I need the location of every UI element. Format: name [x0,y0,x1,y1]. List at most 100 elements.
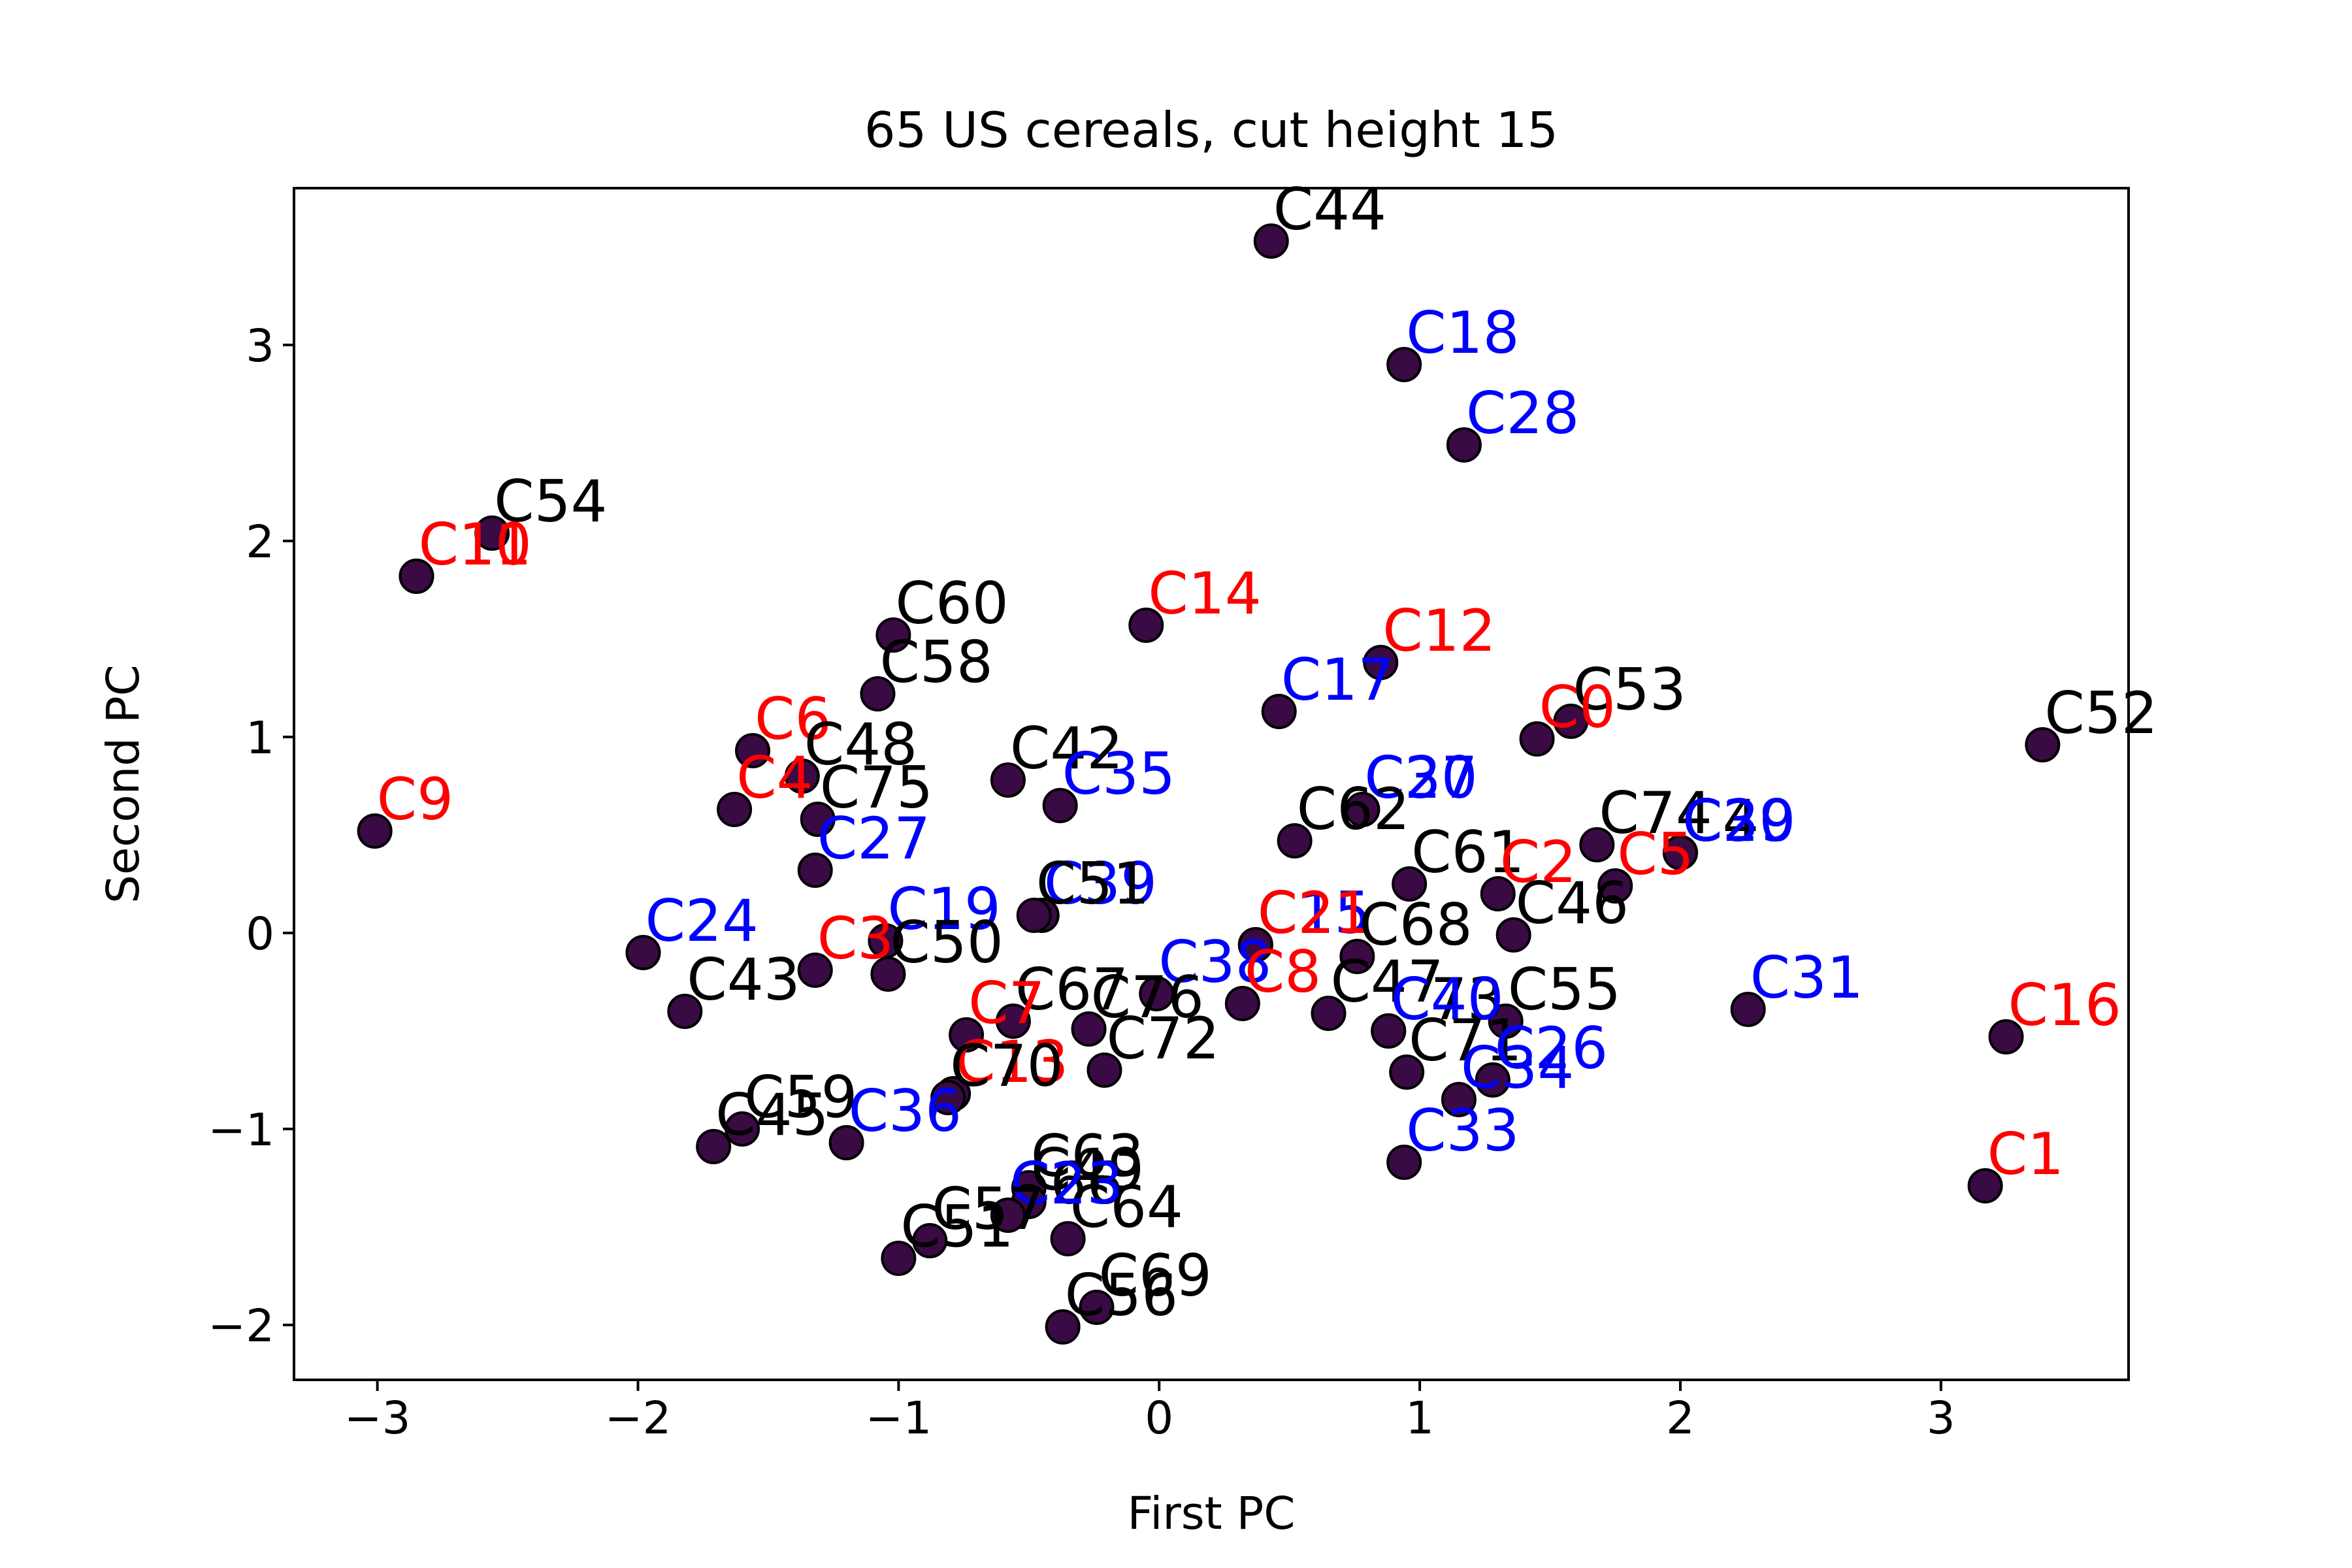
data-point [784,759,820,794]
y-tick-label: 1 [246,712,274,764]
data-point [474,515,510,551]
point-label: C9 [377,766,453,833]
data-point [725,1111,760,1147]
data-point [1988,1019,2024,1054]
data-point [1519,721,1555,757]
point-label: C57 [932,1175,1045,1243]
data-point [1050,1221,1086,1256]
y-axis: −2 −1 0 1 2 3 [208,320,294,1352]
data-point [800,802,836,837]
data-point [625,935,661,970]
data-point [1128,608,1164,643]
data-point [1441,1082,1477,1117]
point-label: C66 [1010,1150,1123,1217]
point-label: C27 [817,805,930,872]
point-label: C39 [1044,850,1157,917]
point-label: C67 [1015,956,1128,1023]
data-point [1224,986,1260,1021]
data-point [1480,876,1516,911]
point-label: C3 [817,905,894,972]
data-point [1079,1290,1115,1325]
point-label: C45 [715,1081,828,1149]
point-label: C53 [1573,656,1686,723]
data-point [990,762,1026,798]
point-label: C74 [1599,779,1712,847]
point-label: C56 [1065,1262,1178,1329]
point-label: C76 [1091,964,1204,1031]
data-point [860,676,896,711]
y-tick-label: 3 [246,320,274,372]
data-point [1371,1013,1407,1049]
data-point [1311,996,1347,1031]
data-point [1553,704,1589,739]
data-point [1363,645,1399,680]
point-label: C55 [1508,956,1621,1023]
point-label: C1 [1987,1120,2064,1188]
point-label: C5 [1617,821,1693,888]
point-label: C49 [1031,1136,1144,1203]
points-layer [357,223,2061,1345]
point-label: C16 [2008,972,2121,1039]
data-point [990,1198,1026,1233]
point-label: C69 [1099,1242,1212,1309]
point-label: C12 [1382,597,1495,664]
point-label: C48 [804,711,917,778]
data-point [1446,427,1482,463]
data-point [667,994,703,1029]
data-point [2025,727,2061,762]
data-point [1237,927,1273,962]
x-tick-label: −3 [344,1392,411,1445]
point-label: C2 [1500,828,1576,896]
data-point [1045,1309,1081,1345]
data-point [912,1223,948,1258]
point-label: C11 [418,511,531,578]
point-label: C60 [895,570,1008,637]
data-point [696,1129,732,1164]
point-label: C26 [1495,1015,1608,1082]
data-point [797,853,833,888]
point-label: C42 [1010,715,1123,782]
x-tick-label: 0 [1145,1392,1173,1445]
data-point [930,1080,966,1115]
data-point [1662,835,1698,870]
data-point [1579,827,1615,862]
point-label: C73 [1390,966,1503,1033]
x-tick-label: −2 [605,1392,672,1445]
point-label: C34 [1461,1034,1574,1102]
point-label: C40 [1390,966,1503,1033]
data-point [1253,223,1289,259]
data-point [1386,347,1422,382]
point-label: C31 [1750,944,1863,1011]
data-point [1475,1062,1511,1098]
point-label: C6 [755,685,831,753]
point-label: C23 [1010,1150,1123,1217]
data-point [995,1004,1031,1039]
x-axis-label: First PC [1128,1488,1296,1540]
x-tick-label: 3 [1927,1392,1955,1445]
point-label: C18 [1406,299,1519,367]
data-point [881,1241,917,1276]
point-label: C72 [1106,1005,1219,1072]
chart-title: 65 US cereals, cut height 15 [864,101,1558,159]
data-point [1086,1053,1122,1088]
y-axis-label: Second PC [97,664,150,904]
point-label: C24 [645,887,758,955]
point-label: C15 [1258,879,1371,947]
point-label: C63 [1031,1122,1144,1190]
point-label: C62 [1297,776,1410,843]
point-label: C71 [1409,1007,1522,1074]
data-point [1277,823,1313,858]
data-point [1488,1004,1524,1039]
data-point [1071,1011,1107,1047]
data-point [1597,868,1633,904]
data-point [1967,1168,2003,1203]
point-label: C33 [1406,1097,1519,1164]
point-label: C38 [1158,928,1271,996]
x-axis: −3 −2 −1 0 1 2 3 [344,1380,1955,1445]
point-label: C20 [1364,744,1477,811]
point-label: C64 [1070,1173,1183,1241]
point-label: C46 [1516,870,1629,937]
data-point [1016,898,1052,933]
